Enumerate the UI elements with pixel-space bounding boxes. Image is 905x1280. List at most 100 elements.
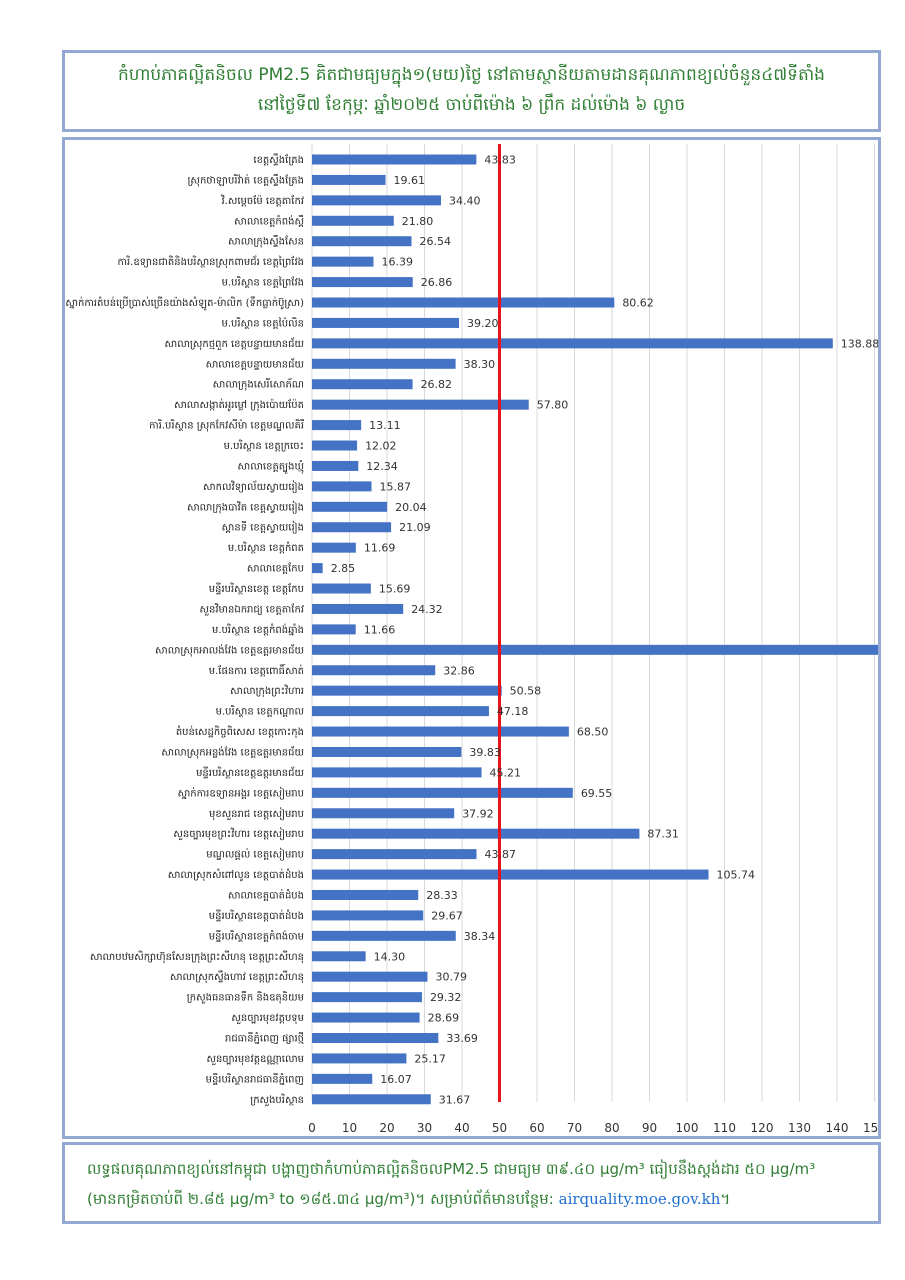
data-bar (312, 563, 323, 574)
bar-chart: 0102030405060708090100110120130140150160… (65, 144, 878, 1135)
category-label: មន្ទីរបរិស្ថានខេត្តឧត្តរមានជ័យ (196, 766, 304, 779)
data-bar (312, 1094, 431, 1105)
data-bar (312, 440, 358, 451)
category-label: ម.បរិស្ថាន ខេត្តប៉ៃលិន (221, 316, 304, 329)
x-tick-label: 0 (308, 1121, 316, 1135)
category-label: សាលាស្រុកអាលង់វែង ខេត្តឧត្តរមានជ័យ (155, 643, 304, 657)
data-label: 16.07 (380, 1073, 412, 1086)
data-bar (312, 644, 878, 655)
data-bar (312, 828, 640, 839)
chart-title-line-1: កំហាប់ភាគល្អិតនិចល PM2.5 គិតជាមធ្យមក្នុង… (118, 65, 825, 85)
category-label: សាលាខេត្តកំពង់ស្ពឺ (234, 214, 304, 227)
data-label: 19.61 (394, 174, 426, 187)
data-bar (312, 174, 386, 185)
category-label: ស្រុកថាឡាបរិវ៉ាត់ ខេត្តស្ទឹងត្រែង (187, 173, 304, 187)
data-label: 29.32 (430, 991, 462, 1004)
category-label: ស្ពានទី ខេត្តស្វាយរៀង (222, 521, 304, 535)
data-bar (312, 992, 422, 1003)
data-label: 43.83 (484, 154, 516, 167)
category-label: ក្រសួងធនធានទឹក និងឧតុនិយម (187, 991, 304, 1005)
x-tick-label: 30 (417, 1121, 432, 1135)
category-label: ការិ.បរិស្ថាន ស្រុកកែវសីម៉ា ខេត្តមណ្ឌលគិ… (149, 419, 304, 433)
data-label: 32.86 (443, 664, 475, 677)
category-label: សាលាខេត្តបាត់ដំបង (228, 888, 304, 901)
category-label: ម.ផែនការ ខេត្តពោធិ៍សាត់ (209, 663, 304, 677)
data-bar (312, 869, 709, 880)
data-bar (312, 706, 489, 717)
category-label: សាលាក្រុងស្ទឹងសែន (228, 235, 304, 249)
footer-box: លទ្ធផលគុណភាពខ្យល់នៅកម្ពុជា បង្ហាញថាកំហាប… (62, 1142, 881, 1224)
data-bar (312, 277, 413, 288)
x-tick-label: 50 (492, 1121, 507, 1135)
website-link[interactable]: airquality.moe.gov.kh (558, 1190, 721, 1208)
data-label: 69.55 (581, 787, 613, 800)
data-bar (312, 746, 462, 757)
data-bar (312, 849, 477, 860)
data-label: 34.40 (449, 194, 481, 207)
category-label: ម.បរិស្ថាន ខេត្តកំពត (228, 541, 304, 554)
category-label: វិ.សម្តេចម៉ែ ខេត្តតាកែវ (221, 194, 304, 207)
data-bar (312, 685, 502, 696)
x-tick-label: 90 (642, 1121, 657, 1135)
x-tick-label: 100 (676, 1121, 699, 1135)
data-bar (312, 358, 456, 369)
data-label: 28.69 (428, 1012, 460, 1025)
data-label: 13.11 (369, 419, 401, 432)
data-label: 105.74 (717, 869, 756, 882)
data-label: 26.54 (420, 235, 452, 248)
data-bar (312, 522, 392, 533)
chart-area: 0102030405060708090100110120130140150160… (62, 137, 881, 1139)
data-label: 29.67 (431, 909, 463, 922)
data-bar (312, 1032, 439, 1043)
data-bar (312, 399, 529, 410)
category-label: មុខសួនរាជ ខេត្តសៀមរាប (209, 807, 304, 821)
category-label: សួនច្បារមុខវត្តឧណ្ណាលោម (206, 1054, 304, 1066)
data-bar (312, 767, 482, 778)
x-tick-label: 70 (567, 1121, 582, 1135)
data-bar (312, 1053, 407, 1064)
data-bar (312, 726, 569, 737)
data-bar (312, 501, 388, 512)
data-bar (312, 808, 455, 819)
category-label: សាលាខេត្តបន្ទាយមានជ័យ (206, 357, 305, 370)
data-bar (312, 624, 356, 635)
data-bar (312, 665, 436, 676)
category-label: មន្ទីរបរិស្ថានខេត្តបាត់ដំបង (209, 909, 304, 922)
data-bar (312, 379, 413, 390)
category-label: ស្នាក់ការតំបន់ប្រើប្រាស់ច្រើនយ៉ាងសំឡូត-ម… (65, 296, 304, 311)
data-label: 87.31 (647, 828, 679, 841)
x-tick-label: 130 (788, 1121, 811, 1135)
x-tick-label: 140 (826, 1121, 849, 1135)
category-label: សាលាសង្កាត់អូរម្លៅ ក្រុងប៉ោយប៉ែត (174, 398, 304, 412)
category-label: ខេត្តស្ទឹងត្រែង (253, 153, 304, 166)
data-label: 21.09 (399, 521, 431, 534)
category-label: សាលាក្រុងសេរីសោភ័ណ (213, 378, 304, 392)
category-label: សាលាក្រុងព្រះវិហារ (230, 684, 304, 698)
x-tick-label: 60 (529, 1121, 544, 1135)
data-label: 12.34 (366, 460, 398, 473)
data-label: 11.66 (364, 623, 396, 636)
category-label: មន្ទីរបរិស្ថានរាជធានីភ្នំពេញ (206, 1072, 304, 1085)
footer-summary-line: លទ្ធផលគុណភាពខ្យល់នៅកម្ពុជា បង្ហាញថាកំហាប… (87, 1160, 816, 1178)
data-label: 31.67 (439, 1093, 471, 1106)
data-label: 68.50 (577, 726, 609, 739)
category-label: មណ្ឌលផ្តល់ ខេត្តសៀមរាប (206, 848, 304, 862)
data-bar (312, 460, 359, 471)
category-label: សួនវិមានឯករាជ្យ ខេត្តតាកែវ (199, 602, 304, 616)
x-tick-label: 20 (379, 1121, 394, 1135)
category-label: សាលាក្រុងបាវិត ខេត្តស្វាយរៀង (187, 500, 304, 514)
data-bar (312, 1073, 373, 1084)
data-bar (312, 256, 374, 267)
data-bar (312, 215, 394, 226)
category-label: ម.បរិស្ថាន ខេត្តក្រចេះ (224, 439, 304, 452)
footer-range-line: (មានកម្រិតចាប់ពី ២.៨៥ µg/m³ to ១៨៥.៣៤ µg… (87, 1187, 730, 1211)
data-label: 138.88 (841, 337, 878, 350)
data-bar (312, 971, 428, 982)
data-bar (312, 317, 459, 328)
data-label: 39.20 (467, 317, 499, 330)
category-label: សាលាស្រុកសំពៅលូន ខេត្តបាត់ដំបង (168, 868, 304, 882)
data-bar (312, 583, 371, 594)
category-label: ក្រសួងបរិស្ថាន (250, 1093, 304, 1107)
category-label: ម.បរិស្ថាន ខេត្តកណ្តាល (216, 705, 305, 718)
category-label: រាជធានីភ្នំពេញ ផ្សារថ្មី (225, 1031, 304, 1044)
